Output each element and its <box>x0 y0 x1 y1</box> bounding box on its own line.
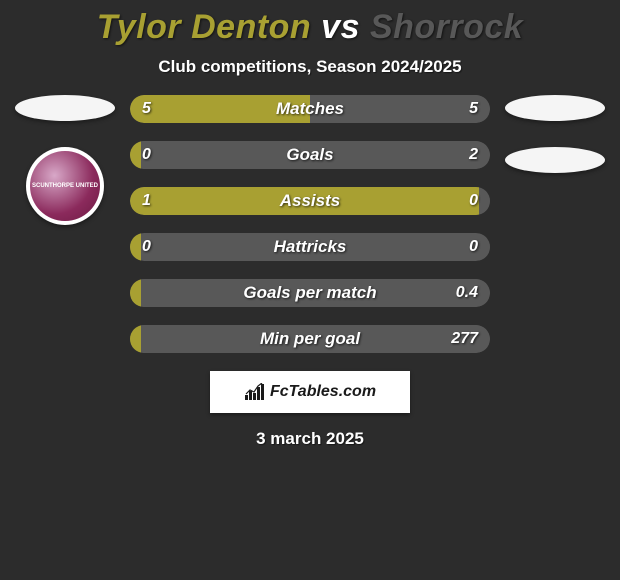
comparison-title: Tylor Denton vs Shorrock <box>0 0 620 47</box>
stat-value-right: 0.4 <box>456 279 478 307</box>
stat-row: 5Matches5 <box>130 95 490 123</box>
fctables-icon <box>244 383 266 401</box>
player1-name: Tylor Denton <box>97 8 311 46</box>
stat-label: Assists <box>130 187 490 215</box>
stat-value-right: 0 <box>469 187 478 215</box>
branding-box: FcTables.com <box>210 371 410 413</box>
club-badge-inner: SCUNTHORPE UNITED <box>30 151 100 221</box>
stat-label: Goals per match <box>130 279 490 307</box>
player2-badge-placeholder-2 <box>505 147 605 173</box>
stat-label: Matches <box>130 95 490 123</box>
vs-text: vs <box>321 8 360 46</box>
right-badge-column <box>500 95 610 199</box>
stat-row: Min per goal277 <box>130 325 490 353</box>
stat-row: 1Assists0 <box>130 187 490 215</box>
stat-row: 0Goals2 <box>130 141 490 169</box>
club-badge-text: SCUNTHORPE UNITED <box>32 183 98 189</box>
stat-label: Min per goal <box>130 325 490 353</box>
date-text: 3 march 2025 <box>0 429 620 449</box>
stat-value-right: 277 <box>451 325 478 353</box>
player1-club-badge: SCUNTHORPE UNITED <box>26 147 104 225</box>
branding-text: FcTables.com <box>270 383 376 401</box>
stat-value-right: 5 <box>469 95 478 123</box>
stat-value-right: 0 <box>469 233 478 261</box>
subtitle: Club competitions, Season 2024/2025 <box>0 57 620 77</box>
content-area: SCUNTHORPE UNITED 5Matches50Goals21Assis… <box>0 95 620 353</box>
stat-label: Hattricks <box>130 233 490 261</box>
left-badge-column: SCUNTHORPE UNITED <box>10 95 120 225</box>
stat-label: Goals <box>130 141 490 169</box>
player1-badge-placeholder <box>15 95 115 121</box>
stat-row: Goals per match0.4 <box>130 279 490 307</box>
stat-bars: 5Matches50Goals21Assists00Hattricks0Goal… <box>130 95 490 353</box>
player2-badge-placeholder-1 <box>505 95 605 121</box>
player2-name: Shorrock <box>370 8 523 46</box>
stat-row: 0Hattricks0 <box>130 233 490 261</box>
stat-value-right: 2 <box>469 141 478 169</box>
